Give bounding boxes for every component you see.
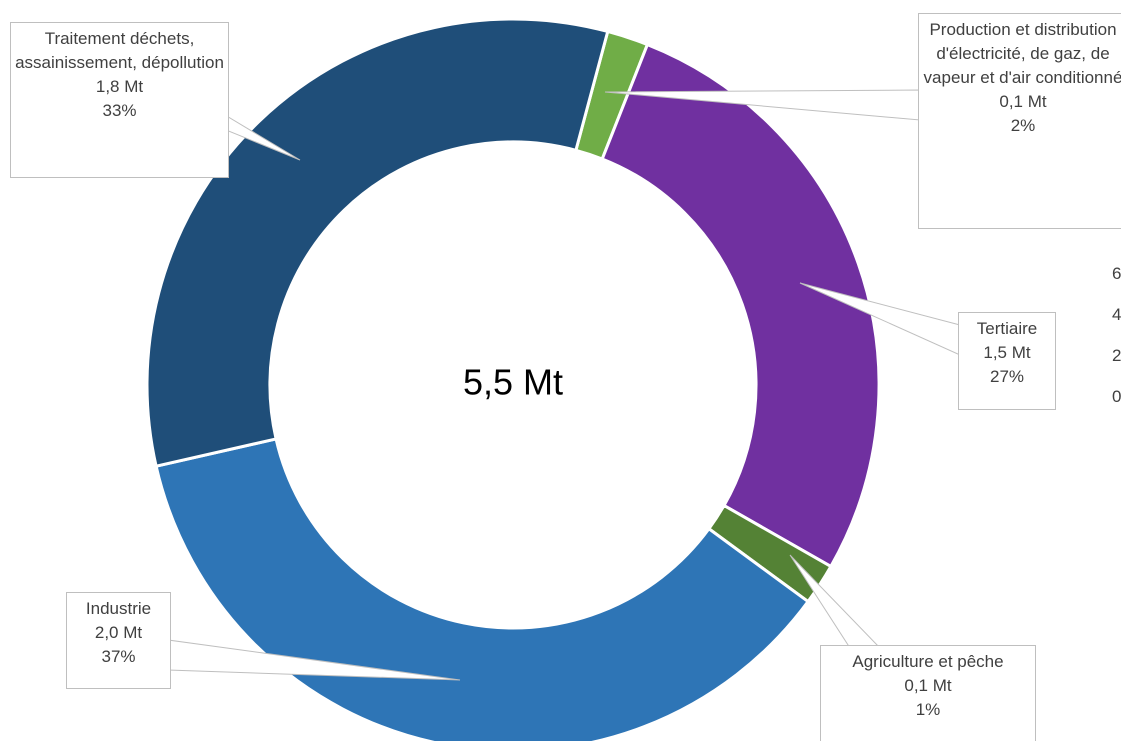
category-label: Production et distribution d'électricité… bbox=[923, 20, 1121, 87]
value-label: 2,0 Mt bbox=[94, 623, 143, 642]
donut-segment bbox=[154, 437, 811, 741]
category-label: Industrie bbox=[85, 599, 152, 618]
value-label: 0,1 Mt bbox=[904, 676, 952, 695]
donut-segment bbox=[145, 17, 610, 468]
value-label: 1,8 Mt bbox=[95, 77, 144, 96]
background-tick: 4 bbox=[1112, 305, 1121, 324]
background-tick: 2 bbox=[1112, 346, 1121, 365]
percent-label: 27% bbox=[989, 367, 1025, 386]
percent-label: 33% bbox=[102, 101, 137, 120]
percent-label: 37% bbox=[101, 647, 136, 666]
category-label: Agriculture et pêche bbox=[852, 652, 1004, 671]
callout-box: Tertiaire 1,5 Mt 27% bbox=[958, 312, 1056, 410]
callout-box: Industrie 2,0 Mt 37% bbox=[66, 592, 171, 689]
background-tick: 0 bbox=[1112, 387, 1121, 406]
category-label: Tertiaire bbox=[976, 319, 1038, 338]
callout-box: Production et distribution d'électricité… bbox=[918, 13, 1121, 229]
percent-label: 1% bbox=[915, 700, 941, 719]
center-label: 5,5 Mt bbox=[463, 362, 563, 403]
background-tick: 6 bbox=[1112, 264, 1121, 283]
callout-box: Traitement déchets, assainissement, dépo… bbox=[10, 22, 229, 178]
category-label: Traitement déchets, assainissement, dépo… bbox=[15, 29, 224, 72]
percent-label: 2% bbox=[1010, 116, 1036, 135]
value-label: 1,5 Mt bbox=[983, 343, 1031, 362]
donut-segment bbox=[600, 42, 881, 569]
value-label: 0,1 Mt bbox=[999, 92, 1047, 111]
callout-box: Agriculture et pêche 0,1 Mt 1% bbox=[820, 645, 1036, 741]
